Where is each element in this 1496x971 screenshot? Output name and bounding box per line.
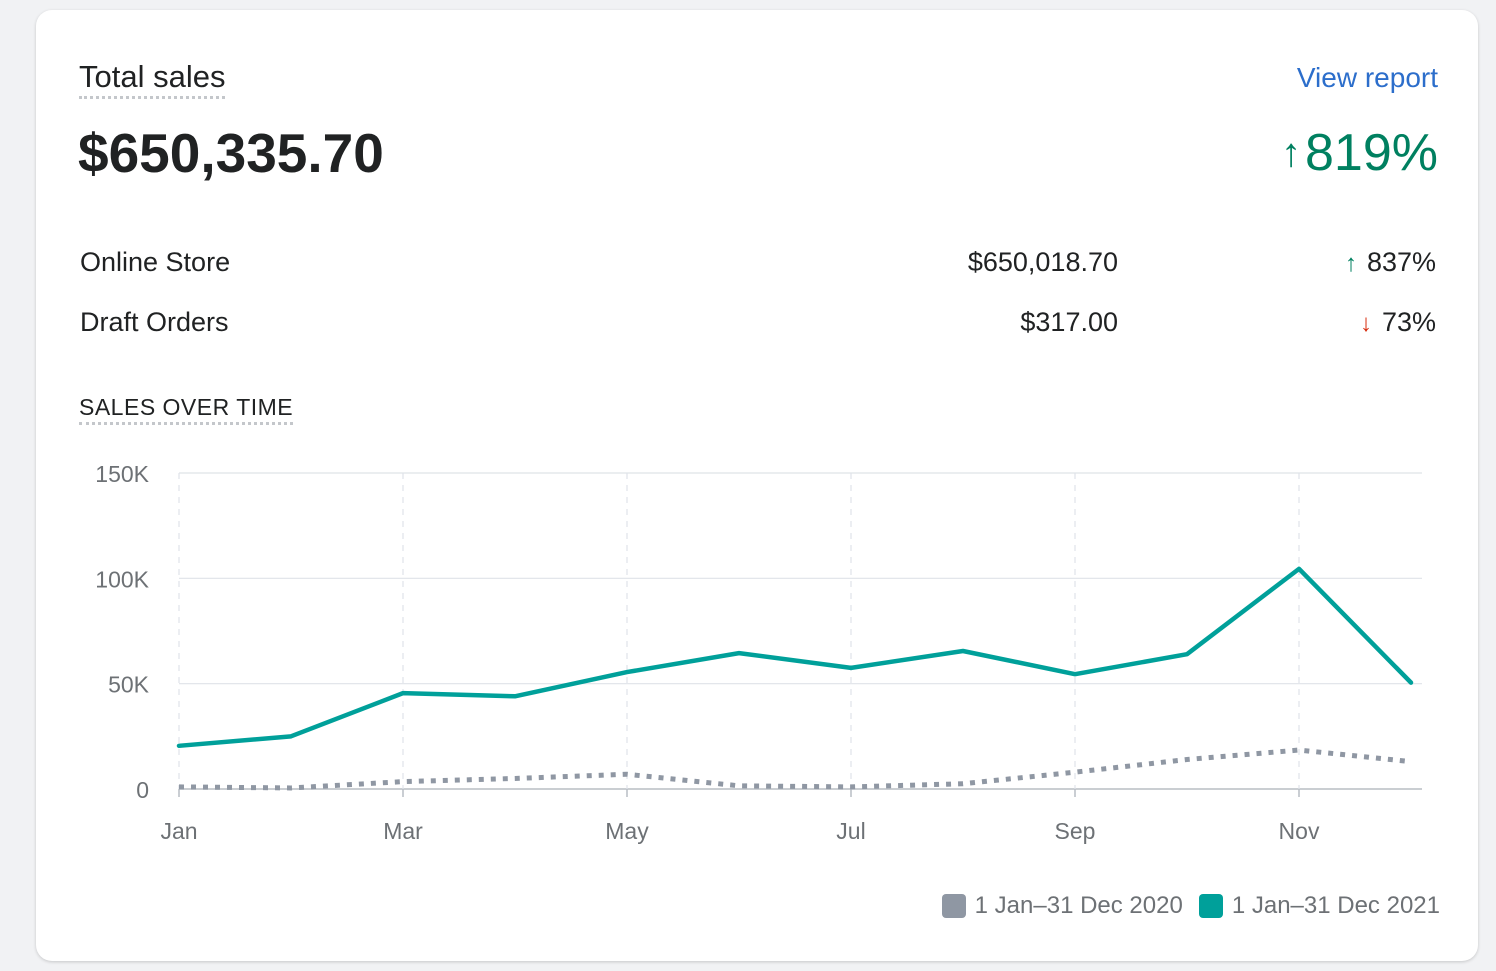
- breakdown-change: ↓ 73%: [1360, 302, 1436, 344]
- total-change: ↑ 819%: [1281, 120, 1438, 186]
- x-tick-label: Sep: [1055, 818, 1096, 844]
- chart-legend: 1 Jan–31 Dec 2020 1 Jan–31 Dec 2021: [926, 892, 1440, 920]
- sales-over-time-title[interactable]: SALES OVER TIME: [79, 392, 294, 425]
- x-tick-label: Jan: [160, 818, 197, 844]
- y-tick-label: 150K: [95, 461, 149, 487]
- breakdown-row-online-store: Online Store $650,018.70 ↑ 837%: [80, 242, 1436, 282]
- view-report-link[interactable]: View report: [1296, 62, 1438, 93]
- breakdown-row-draft-orders: Draft Orders $317.00 ↓ 73%: [80, 302, 1436, 342]
- sales-over-time-chart[interactable]: 0 50K 100K 150K Jan Mar May Jul Sep Nov: [36, 10, 1478, 961]
- breakdown-amount: $317.00: [1020, 307, 1118, 337]
- breakdown-label: Draft Orders: [80, 307, 229, 337]
- y-tick-label: 100K: [95, 566, 149, 592]
- y-tick-label: 50K: [108, 672, 150, 698]
- total-change-value: 819%: [1305, 124, 1438, 182]
- x-tick-label: Nov: [1279, 818, 1320, 844]
- legend-swatch: [941, 894, 966, 918]
- arrow-down-icon: ↓: [1359, 310, 1372, 337]
- breakdown-amount: $650,018.70: [967, 247, 1118, 277]
- arrow-up-icon: ↑: [1344, 250, 1357, 277]
- x-tick-label: May: [605, 818, 649, 844]
- x-tick-label: Jul: [836, 818, 865, 844]
- x-tick-label: Mar: [383, 818, 423, 844]
- y-tick-label: 0: [136, 777, 149, 803]
- series-line-2020: [178, 747, 1412, 791]
- breakdown-change-value: 73%: [1381, 307, 1436, 337]
- total-sales-card: Total sales View report $650,335.70 ↑ 81…: [36, 10, 1478, 961]
- arrow-up-icon: ↑: [1281, 131, 1301, 175]
- breakdown-label: Online Store: [80, 247, 231, 277]
- legend-swatch: [1198, 894, 1223, 918]
- breakdown-change: ↑ 837%: [1345, 242, 1436, 284]
- breakdown-change-value: 837%: [1366, 247, 1436, 277]
- legend-item-2020[interactable]: 1 Jan–31 Dec 2020: [941, 892, 1183, 920]
- legend-label: 1 Jan–31 Dec 2020: [974, 892, 1183, 919]
- series-line-2021: [176, 566, 1414, 749]
- total-sales-value: $650,335.70: [78, 122, 384, 184]
- card-title[interactable]: Total sales: [79, 58, 226, 99]
- legend-item-2021[interactable]: 1 Jan–31 Dec 2021: [1198, 892, 1440, 920]
- legend-label: 1 Jan–31 Dec 2021: [1231, 892, 1440, 919]
